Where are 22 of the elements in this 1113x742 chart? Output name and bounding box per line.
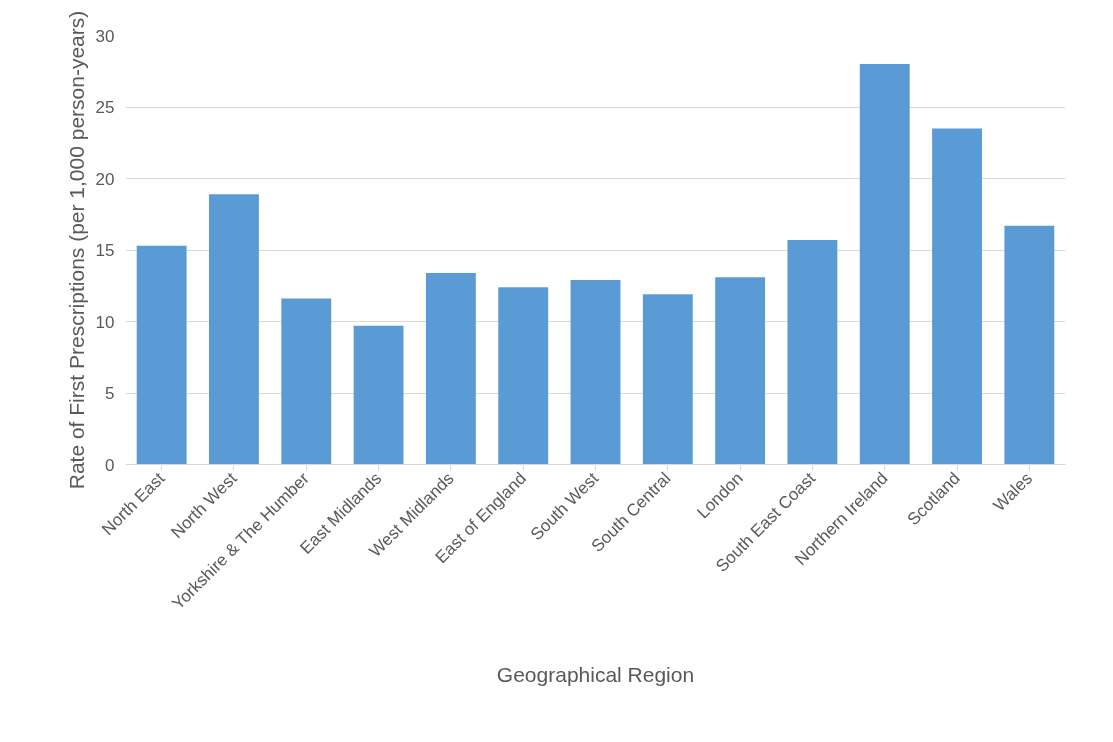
bar xyxy=(1004,225,1055,465)
y-tick-label: 20 xyxy=(95,169,115,189)
bar xyxy=(425,272,476,465)
bar xyxy=(353,325,404,465)
bar xyxy=(642,294,693,465)
y-tick-label: 30 xyxy=(95,26,115,46)
bar xyxy=(570,280,621,465)
bar xyxy=(209,194,259,465)
bar xyxy=(859,64,910,465)
y-tick-label: 0 xyxy=(105,455,115,475)
bar xyxy=(715,277,766,465)
x-axis-title: Geographical Region xyxy=(496,663,695,687)
bar xyxy=(281,298,332,465)
y-tick-label: 15 xyxy=(95,241,115,260)
y-tick-label: 5 xyxy=(105,384,115,403)
y-tick-label: 25 xyxy=(95,98,115,117)
bar xyxy=(498,287,549,465)
bar xyxy=(136,245,187,465)
y-tick-label: 10 xyxy=(95,312,115,332)
bar xyxy=(787,239,838,465)
y-axis-title: Rate of First Prescriptions (per 1,000 person-years) xyxy=(64,10,88,490)
bar xyxy=(932,128,982,465)
